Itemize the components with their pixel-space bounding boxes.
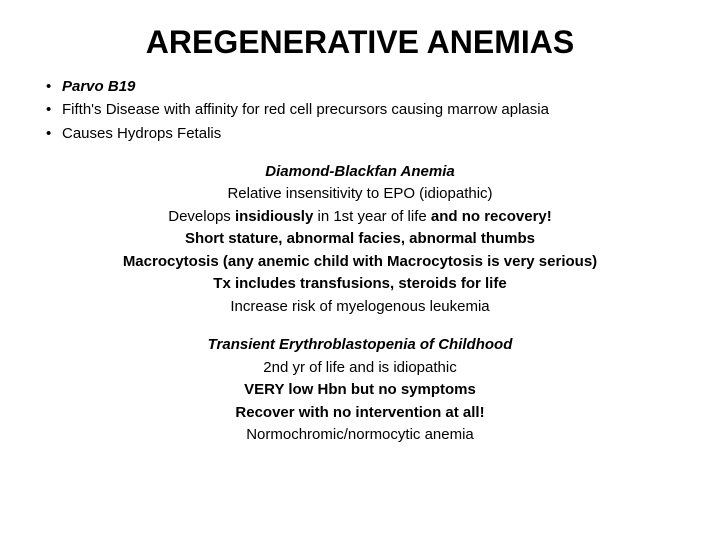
section-line: Develops insidiously in 1st year of life… bbox=[40, 206, 680, 229]
bullet-text: Fifth's Disease with affinity for red ce… bbox=[62, 101, 549, 118]
section-heading: Transient Erythroblastopenia of Childhoo… bbox=[40, 334, 680, 357]
section-diamond-blackfan: Diamond-Blackfan Anemia Relative insensi… bbox=[40, 161, 680, 319]
text-span: insidiously bbox=[235, 208, 313, 225]
text-span: in 1st year of life bbox=[313, 208, 431, 225]
section-heading: Diamond-Blackfan Anemia bbox=[40, 161, 680, 184]
section-line: Tx includes transfusions, steroids for l… bbox=[40, 273, 680, 296]
section-line: VERY low Hbn but no symptoms bbox=[40, 379, 680, 402]
bullet-item: Parvo B19 bbox=[40, 75, 680, 98]
section-line: Increase risk of myelogenous leukemia bbox=[40, 296, 680, 319]
bullet-item: Causes Hydrops Fetalis bbox=[40, 122, 680, 145]
slide-title: AREGENERATIVE ANEMIAS bbox=[40, 24, 680, 61]
section-line: Relative insensitivity to EPO (idiopathi… bbox=[40, 183, 680, 206]
text-span: Develops bbox=[168, 208, 235, 225]
section-line: Short stature, abnormal facies, abnormal… bbox=[40, 228, 680, 251]
section-line: Macrocytosis (any anemic child with Macr… bbox=[40, 251, 680, 274]
text-span: and no recovery! bbox=[431, 208, 552, 225]
bullet-list: Parvo B19 Fifth's Disease with affinity … bbox=[40, 75, 680, 145]
bullet-text: Parvo B19 bbox=[62, 78, 135, 95]
section-line: 2nd yr of life and is idiopathic bbox=[40, 357, 680, 380]
bullet-text: Causes Hydrops Fetalis bbox=[62, 125, 221, 142]
section-line: Recover with no intervention at all! bbox=[40, 402, 680, 425]
section-line: Normochromic/normocytic anemia bbox=[40, 424, 680, 447]
section-transient-erythroblastopenia: Transient Erythroblastopenia of Childhoo… bbox=[40, 334, 680, 447]
bullet-item: Fifth's Disease with affinity for red ce… bbox=[40, 98, 680, 121]
